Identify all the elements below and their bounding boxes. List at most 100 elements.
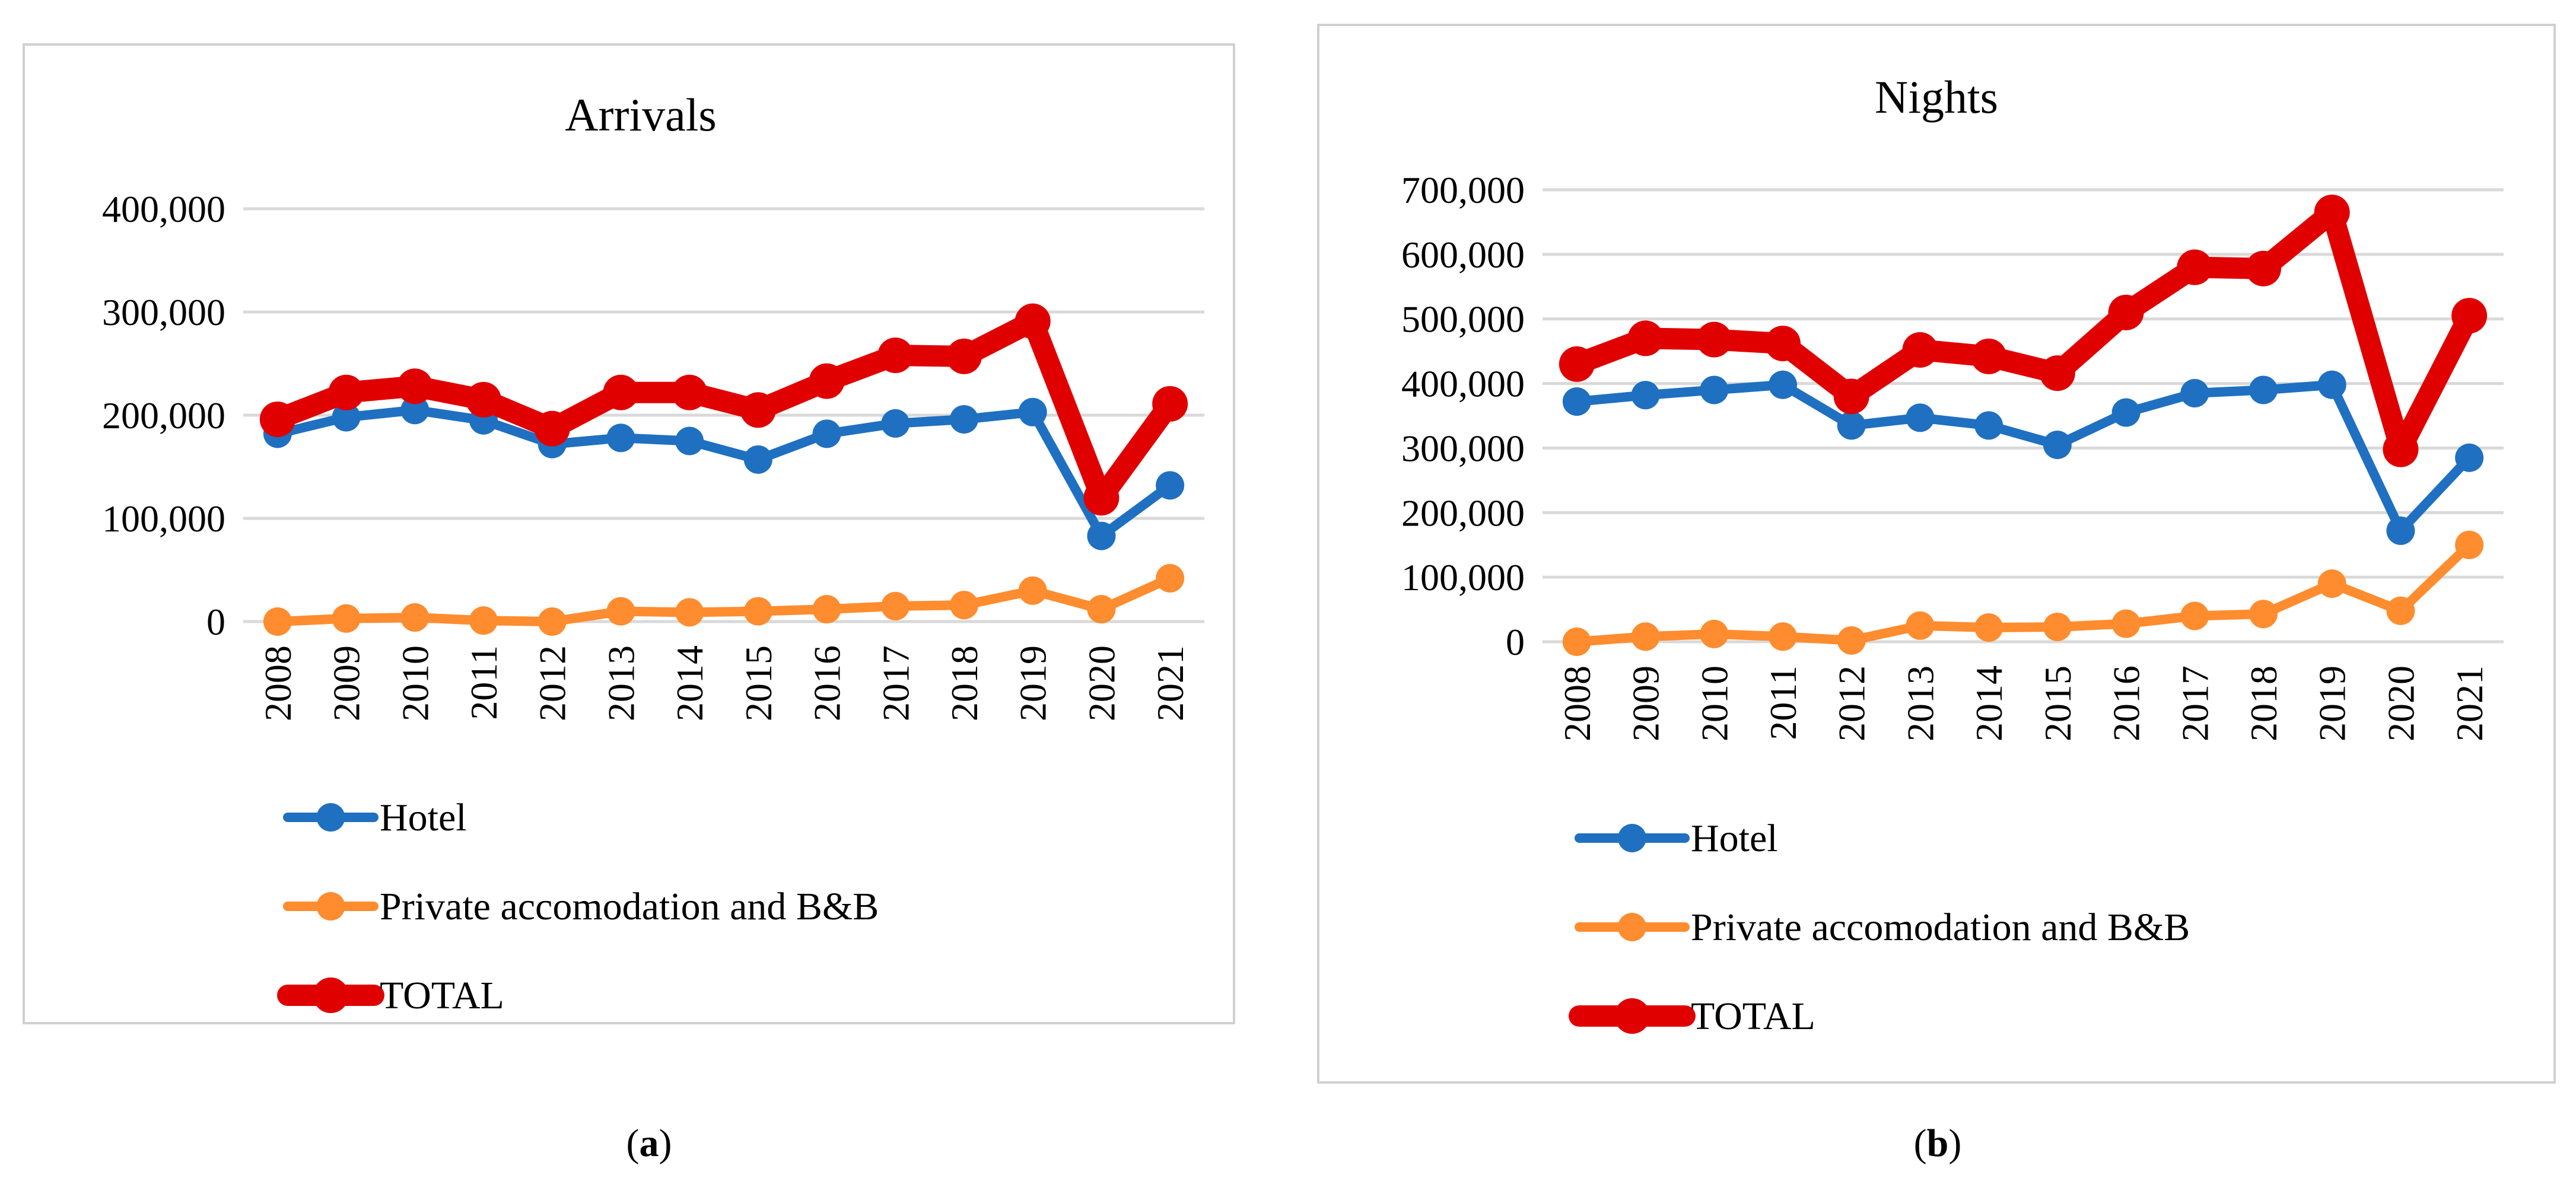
panel-nights-xtick-label: 2009 [1625,665,1667,741]
panel-nights-ytick-label: 0 [1506,621,1525,663]
caption-b: (b) [1913,1122,1962,1165]
caption-a: (a) [626,1122,672,1165]
panel-arrivals-series-total [259,303,1188,516]
panel-nights-series-hotel [1562,370,2484,545]
panel-nights-series-private [1562,530,2484,656]
panel-nights-series-private-point [2249,600,2278,629]
panel-arrivals-xtick-label: 2008 [257,645,299,721]
panel-arrivals-series-private-point [675,598,704,627]
panel-nights-xtick-label: 2014 [1968,665,2010,741]
panel-nights-series-hotel-point [2111,398,2141,427]
panel-arrivals-series-private-point [812,595,841,624]
panel-arrivals-series-private-point [469,606,498,635]
panel-nights-ytick-label: 300,000 [1401,427,1525,469]
panel-nights-series-private-point [1700,619,1729,648]
panel-arrivals-series-private-point [1018,576,1047,605]
panel-nights-legend-label: Private accomodation and B&B [1691,906,2190,949]
panel-arrivals-xtick-label: 2016 [806,645,848,721]
panel-arrivals-xtick-label: 2019 [1012,645,1054,721]
panel-arrivals-series-total-point [534,410,570,447]
panel-arrivals-legend-label: TOTAL [380,974,504,1017]
panel-nights-ytick-label: 100,000 [1401,556,1525,598]
panel-nights-legend-marker [1618,913,1646,941]
panel-arrivals-legend-marker [313,977,349,1013]
panel-arrivals-series-hotel-point [812,419,841,448]
panel-nights-ytick-label: 700,000 [1401,169,1525,211]
panel-nights-xtick-label: 2015 [2037,665,2079,741]
panel-nights-legend-label: TOTAL [1691,995,1815,1038]
panel-nights-series-hotel-point [2317,370,2346,399]
panel-arrivals-series-private [263,563,1185,636]
panel-arrivals-legend-entry: TOTAL [277,974,504,1017]
panel-arrivals-series-total-point [809,363,845,399]
panel-arrivals-series-total-point [1083,480,1120,516]
panel-nights-series-private-point [2043,612,2072,641]
panel-nights-series-total-point [2246,250,2281,286]
panel-nights-series-total-point [2177,249,2213,285]
panel-arrivals-series-total-point [397,368,433,405]
panel-nights-xtick-label: 2016 [2106,665,2148,741]
panel-arrivals-series-total-point [877,337,914,374]
panel-nights-series-hotel-point [2386,516,2415,545]
panel-arrivals-xtick-label: 2010 [394,645,436,721]
panel-nights-series-hotel-point [1906,403,1935,432]
panel-nights-legend-marker [1618,824,1646,852]
panel-nights-legend-entry: Hotel [1575,817,1778,860]
panel-nights-series-private-point [1631,622,1660,651]
panel-nights-series-hotel-point [2043,430,2072,459]
panel-arrivals-xtick-label: 2020 [1080,645,1122,721]
panel-nights-series-total-point [2383,431,2419,467]
panel-nights: Nights 0 100,000 200,000 300,000 400,000 500,0… [1317,24,2556,1084]
panel-nights-series-total-point [2314,195,2350,231]
panel-arrivals-series-hotel-point [332,403,361,432]
panel-nights-series-hotel-point [1769,370,1797,399]
panel-arrivals-series-private-point [400,603,430,632]
panel-arrivals-legend-label: Private accomodation and B&B [380,885,879,928]
panel-nights-series-total-point [1902,332,1938,368]
caption-b-label: b [1926,1122,1949,1165]
panel-nights-series-hotel-point [1562,387,1591,416]
panel-nights-series-hotel-point [2249,375,2278,405]
panel-nights-ytick-label: 400,000 [1401,363,1525,405]
panel-nights-series-total-point [1627,320,1664,356]
panel-nights-frame [1317,24,2556,1084]
panel-arrivals-xtick-label: 2017 [874,645,917,721]
panel-nights-series-total [1559,195,2488,467]
panel-nights-xtick-label: 2012 [1831,665,1873,741]
caption-a-label: a [639,1122,659,1165]
panel-arrivals-ytick-label: 200,000 [102,394,225,437]
panel-arrivals-series-private-point [606,597,635,626]
panel-arrivals-legend-label: Hotel [380,796,467,839]
panel-arrivals-series-hotel-point [1156,471,1185,500]
panel-nights-xtick-label: 2017 [2174,665,2216,741]
panel-arrivals-series-hotel-point [881,409,910,438]
panel-arrivals-series-private-point [881,591,910,620]
panel-arrivals-series-private-point [950,591,978,620]
panel-nights-xtick-label: 2013 [1899,665,1941,741]
panel-arrivals-series-total-point [328,374,364,410]
panel-nights-legend-entry: TOTAL [1569,995,1815,1038]
panel-nights-legend-marker [1614,998,1650,1034]
panel-nights-series-total-point [2451,298,2488,334]
panel-nights-legend-label: Hotel [1691,817,1778,860]
panel-nights-xtick-label: 2010 [1693,665,1735,741]
panel-arrivals-series-hotel-point [1087,521,1116,550]
panel-nights-xtick-label: 2011 [1762,665,1804,740]
panel-arrivals-legend-entry: Private accomodation and B&B [283,885,879,928]
panel-nights-series-hotel-point [2455,443,2484,472]
panel-arrivals-series-hotel-point [606,423,635,453]
panel-arrivals-legend-marker [316,803,345,832]
panel-arrivals-ytick-label: 300,000 [102,291,225,333]
panel-nights-series-hotel-point [2180,378,2209,407]
panel-arrivals-xtick-label: 2011 [463,645,505,720]
panel-arrivals-xtick-label: 2021 [1149,645,1191,721]
panel-nights-series-private-point [2317,569,2346,598]
panel-nights-series-hotel-point [1837,411,1866,440]
panel-nights-title: Nights [1875,71,1998,123]
panel-arrivals-series-total-point [1015,303,1051,339]
panel-nights-xtick-label: 2019 [2311,665,2354,741]
panel-arrivals-series-total-point [1152,386,1188,422]
panel-nights-series-private-point [1906,611,1935,640]
panel-arrivals-series-total-point [672,374,708,410]
panel-nights-series-hotel-point [1974,411,2003,440]
